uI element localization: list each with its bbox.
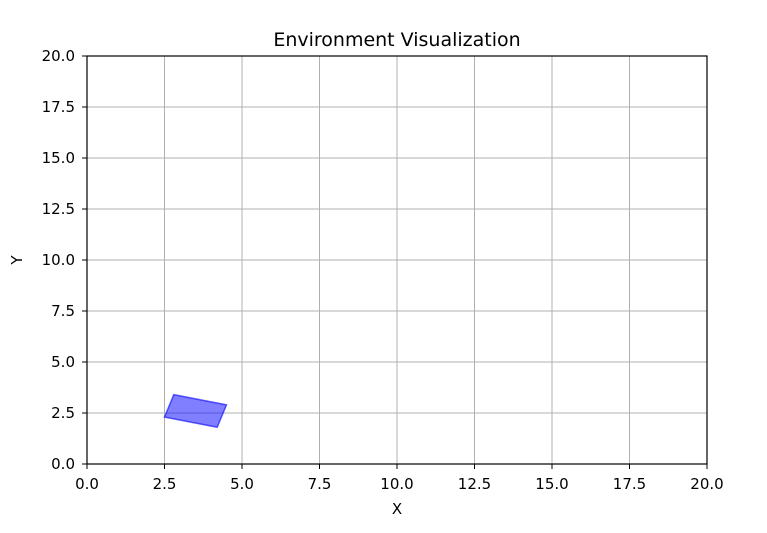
- x-tick-label: 20.0: [690, 475, 723, 493]
- x-tick-label: 15.0: [535, 475, 568, 493]
- x-axis-label: X: [392, 500, 402, 518]
- x-tick-label: 5.0: [230, 475, 254, 493]
- y-tick-label: 17.5: [42, 98, 75, 116]
- y-tick-label: 5.0: [51, 353, 75, 371]
- y-tick-label: 10.0: [42, 251, 75, 269]
- x-tick-label: 12.5: [458, 475, 491, 493]
- y-tick-label: 20.0: [42, 47, 75, 65]
- y-tick-label: 2.5: [51, 404, 75, 422]
- shapes-layer: [163, 393, 228, 429]
- x-tick-label: 0.0: [75, 475, 99, 493]
- x-ticks: 0.0 2.5 5.0 7.5 10.0 12.5 15.0 17.5 20.0: [75, 464, 724, 493]
- x-tick-label: 10.0: [380, 475, 413, 493]
- x-tick-label: 7.5: [308, 475, 332, 493]
- y-tick-label: 15.0: [42, 149, 75, 167]
- y-ticks: 0.0 2.5 5.0 7.5 10.0 12.5 15.0 17.5 20.0: [42, 47, 87, 473]
- chart-title: Environment Visualization: [273, 29, 520, 51]
- y-axis-label: Y: [8, 255, 26, 266]
- polygon-shape-0: [163, 393, 228, 429]
- y-tick-label: 0.0: [51, 455, 75, 473]
- y-tick-label: 12.5: [42, 200, 75, 218]
- x-tick-label: 2.5: [153, 475, 177, 493]
- x-tick-label: 17.5: [613, 475, 646, 493]
- y-tick-label: 7.5: [51, 302, 75, 320]
